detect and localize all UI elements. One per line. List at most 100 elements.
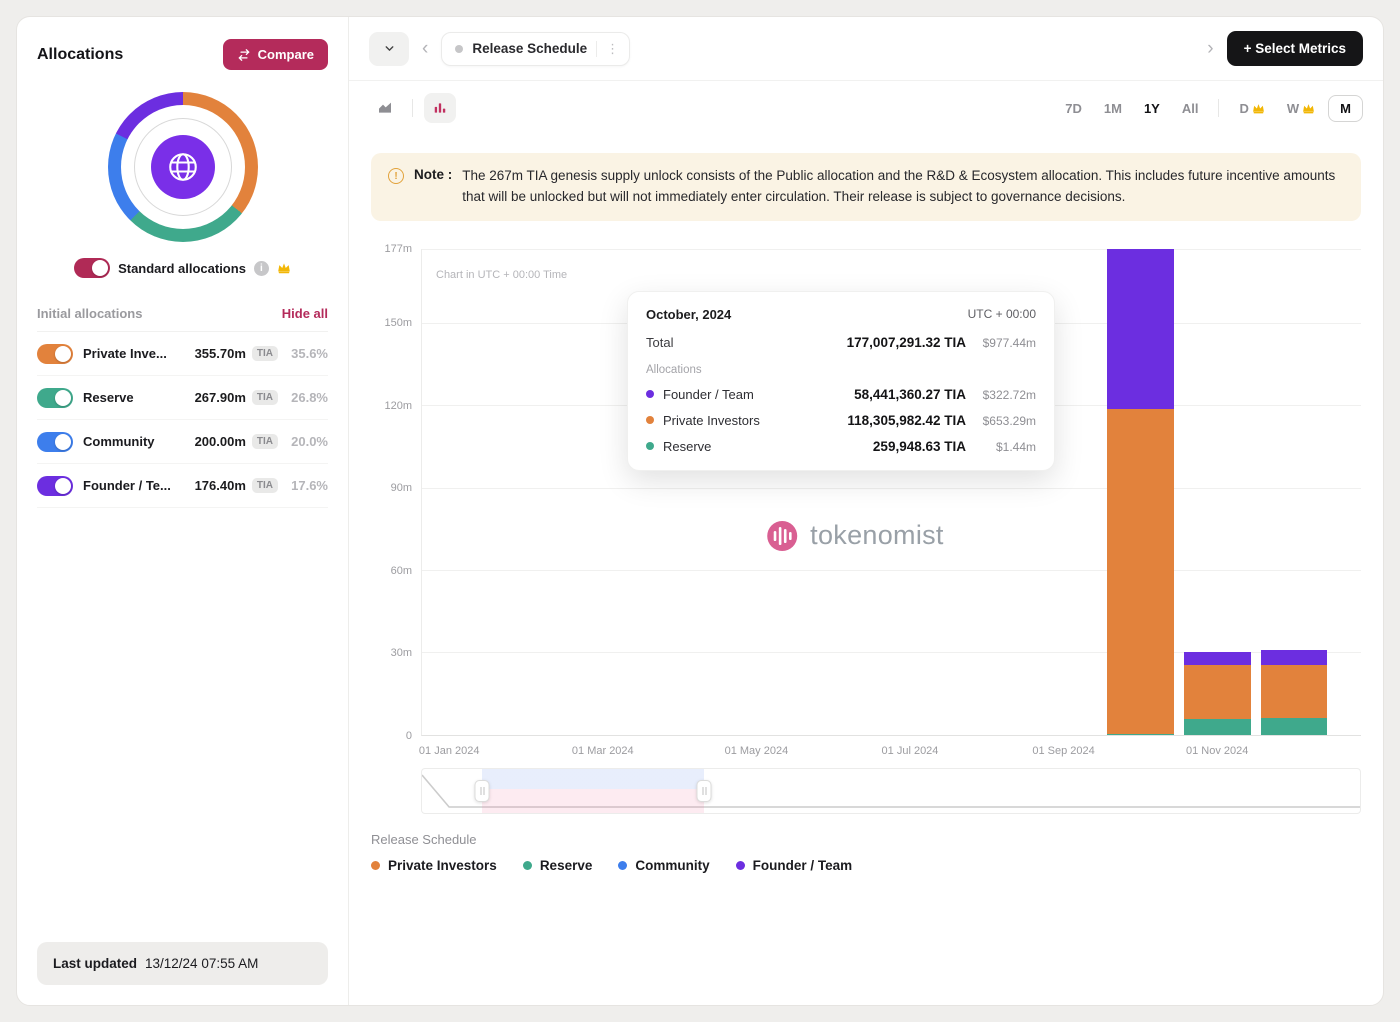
area-chart-type-button[interactable] <box>369 93 401 123</box>
series-dot-icon <box>735 860 745 870</box>
allocations-sidebar: Allocations Compare Standard allocations… <box>17 17 349 1005</box>
metric-dot-icon <box>455 44 464 53</box>
gridline <box>422 248 1361 250</box>
chevron-left-icon[interactable]: ‹ <box>419 39 431 58</box>
tooltip-row-usd: $653.29m <box>982 413 1036 428</box>
tooltip-row-usd: $322.72m <box>982 387 1036 402</box>
bar-segment-founder-team[interactable] <box>1107 248 1174 410</box>
chip-menu-icon[interactable]: ⋮ <box>596 40 619 57</box>
legend-item[interactable]: Reserve <box>522 857 593 873</box>
main-panel: ‹ Release Schedule ⋮ › + Select Metrics <box>349 17 1383 1005</box>
note-warning-icon: ! <box>388 168 404 184</box>
x-tick-label: 01 Mar 2024 <box>571 744 634 757</box>
tooltip-row: Founder / Team 58,441,360.27 TIA $322.72m <box>646 387 1036 402</box>
range-button-7d[interactable]: 7D <box>1056 95 1091 122</box>
allocation-toggle[interactable] <box>37 431 73 452</box>
allocation-percent: 20.0% <box>291 434 328 449</box>
allocation-row: Reserve 267.90m TIA 26.8% <box>37 376 328 420</box>
bar-segment-reserve[interactable] <box>1260 718 1328 735</box>
legend-item[interactable]: Community <box>618 858 710 873</box>
allocation-amount: 355.70m <box>194 346 246 361</box>
brush-minichart <box>422 774 1360 808</box>
allocation-amount: 267.90m <box>194 390 246 405</box>
legend-item-label: Reserve <box>539 857 593 873</box>
allocation-toggle[interactable] <box>37 475 73 496</box>
series-dot-icon <box>646 416 654 425</box>
standard-allocations-toggle[interactable] <box>74 258 111 278</box>
initial-allocations-title: Initial allocations <box>37 306 143 321</box>
chevron-down-icon <box>383 42 396 55</box>
series-dot-icon <box>371 860 380 870</box>
bar-segment-private-investors[interactable] <box>1183 665 1251 719</box>
allocation-amount: 200.00m <box>194 434 246 449</box>
tia-badge: TIA <box>251 434 278 449</box>
brush-handle-right[interactable] <box>696 779 712 802</box>
compare-button-label: Compare <box>257 47 314 62</box>
metric-chip[interactable]: Release Schedule ⋮ <box>441 31 631 66</box>
legend-item[interactable]: Founder / Team <box>735 858 852 873</box>
range-button-1y[interactable]: 1Y <box>1135 95 1169 122</box>
range-button-1m[interactable]: 1M <box>1095 95 1131 122</box>
plot-area: Chart in UTC + 00:00 Time tokenomist Oct… <box>421 248 1361 736</box>
legend-title: Release Schedule <box>371 831 477 847</box>
metric-dropdown-button[interactable] <box>369 31 409 66</box>
initial-allocations-header: Initial allocations Hide all <box>37 306 328 332</box>
chevron-right-icon[interactable]: › <box>1204 39 1216 58</box>
last-updated: Last updated 13/12/24 07:55 AM <box>37 942 328 985</box>
brush-handle-left[interactable] <box>474 779 490 802</box>
tooltip-timezone: UTC + 00:00 <box>967 307 1036 322</box>
bar-segment-reserve[interactable] <box>1107 734 1174 735</box>
x-tick-label: 01 Jul 2024 <box>881 744 939 757</box>
allocation-donut-chart[interactable] <box>107 92 258 242</box>
app-window: Allocations Compare Standard allocations… <box>16 16 1384 1006</box>
allocation-list: Private Inve... 355.70m TIA 35.6% Reserve 267… <box>37 332 328 508</box>
granularity-button-m[interactable]: M <box>1328 94 1363 122</box>
chart-timezone-note: Chart in UTC + 00:00 Time <box>436 268 568 281</box>
y-tick-label: 90m <box>390 482 412 495</box>
gridline <box>422 570 1361 572</box>
bar-chart-type-button[interactable] <box>424 93 456 123</box>
allocation-name: Private Inve... <box>83 346 167 361</box>
tooltip-row-value: 118,305,982.42 TIA <box>847 412 966 428</box>
series-dot-icon <box>618 860 628 870</box>
x-axis: 01 Jan 2024 01 Mar 2024 01 May 2024 01 Jul … <box>419 736 1361 762</box>
allocation-name: Community <box>83 434 155 449</box>
x-tick-label: 01 Nov 2024 <box>1185 744 1249 757</box>
legend-item[interactable]: Private Investors <box>371 858 497 873</box>
metric-toolbar: ‹ Release Schedule ⋮ › + Select Metrics <box>349 17 1383 81</box>
allocation-toggle[interactable] <box>37 387 73 408</box>
tooltip-total-value: 177,007,291.32 TIA <box>846 334 966 350</box>
bar-segment-founder-team[interactable] <box>1183 652 1251 666</box>
granularity-button-w[interactable]: W <box>1278 95 1324 122</box>
tooltip-row-name: Private Investors <box>663 412 760 428</box>
allocation-toggle[interactable] <box>37 343 73 364</box>
allocation-row: Private Inve... 355.70m TIA 35.6% <box>37 332 328 376</box>
chart-tooltip: October, 2024 UTC + 00:00 Total 177,007,… <box>627 290 1055 471</box>
range-button-all[interactable]: All <box>1173 95 1208 122</box>
tia-badge: TIA <box>251 390 278 405</box>
crown-icon <box>1252 103 1264 113</box>
info-icon[interactable]: i <box>253 260 269 276</box>
bar-segment-founder-team[interactable] <box>1260 649 1328 665</box>
standard-allocations-row: Standard allocations i <box>37 258 328 278</box>
last-updated-value: 13/12/24 07:55 AM <box>145 956 259 971</box>
bar-segment-private-investors[interactable] <box>1260 664 1328 719</box>
bar-segment-private-investors[interactable] <box>1107 409 1174 735</box>
select-metrics-button[interactable]: + Select Metrics <box>1226 31 1363 66</box>
hide-all-link[interactable]: Hide all <box>281 306 328 321</box>
compare-icon <box>237 48 251 62</box>
timeline-brush[interactable] <box>421 767 1361 814</box>
bar-segment-reserve[interactable] <box>1183 718 1251 735</box>
granularity-button-d[interactable]: D <box>1230 95 1273 122</box>
gridline <box>422 487 1361 489</box>
crown-icon <box>1303 103 1315 113</box>
watermark: tokenomist <box>764 518 944 554</box>
brush-selection[interactable] <box>482 768 705 813</box>
series-dot-icon <box>646 442 654 451</box>
compare-button[interactable]: Compare <box>222 39 328 70</box>
tooltip-total-usd: $977.44m <box>982 335 1036 350</box>
y-tick-label: 60m <box>390 564 412 577</box>
series-dot-icon <box>522 860 532 870</box>
legend-items: Private Investors Reserve Community Founder… <box>371 858 1361 873</box>
